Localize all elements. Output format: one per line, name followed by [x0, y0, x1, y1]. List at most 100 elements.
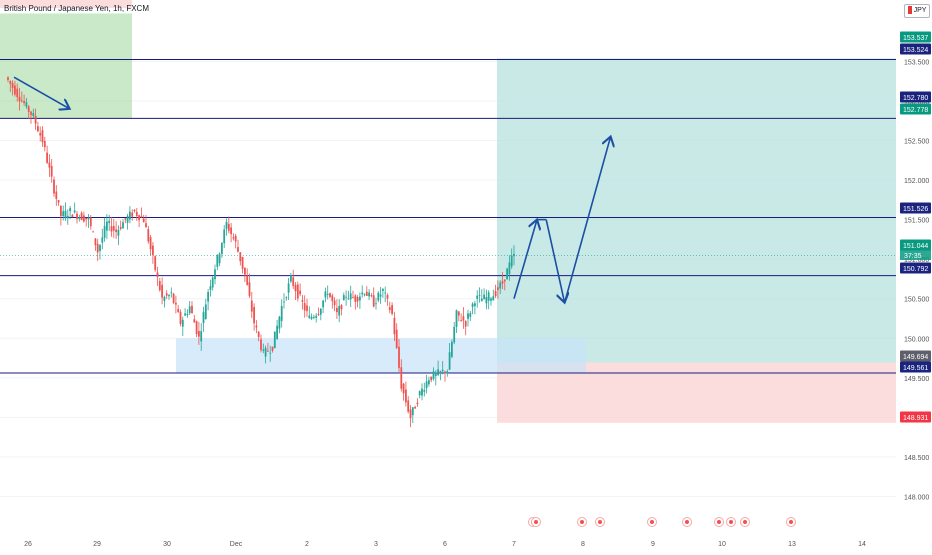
candle-body: [439, 371, 442, 373]
candle-body: [214, 269, 216, 280]
x-tick-label: 2: [305, 541, 309, 548]
candle-body: [356, 297, 359, 302]
candle-body: [108, 220, 111, 224]
candle-body: [262, 349, 265, 351]
candle-body: [227, 223, 230, 231]
candle-body: [303, 303, 306, 311]
candle-body: [145, 223, 147, 228]
candle-body: [308, 315, 311, 318]
candle-body: [315, 315, 318, 318]
candle-body: [117, 229, 120, 236]
candle-body: [290, 275, 292, 282]
event-icon: [598, 520, 602, 524]
candle-body: [140, 216, 143, 218]
candle-body: [237, 247, 239, 252]
candle-body: [223, 229, 226, 244]
candle-body: [349, 293, 352, 300]
candle-body: [434, 372, 437, 377]
price-label-value: 152.780: [903, 95, 928, 102]
candle-body: [9, 81, 12, 84]
candle-body: [92, 231, 94, 233]
candle-body: [73, 210, 76, 213]
candle-body: [301, 300, 304, 302]
candle-body: [405, 389, 407, 403]
candle-body: [221, 242, 223, 254]
candle-body: [501, 281, 504, 284]
candle-body: [27, 106, 30, 112]
candle-body: [188, 306, 191, 314]
candle-body: [365, 291, 368, 296]
candle-body: [147, 229, 150, 242]
candle-body: [255, 325, 258, 328]
candle-body: [76, 213, 78, 219]
x-tick-label: 30: [163, 541, 171, 548]
candle-body: [363, 294, 366, 296]
candle-body: [80, 212, 83, 221]
candle-body: [313, 316, 315, 318]
candle-body: [338, 306, 341, 316]
candle-body: [99, 245, 101, 251]
candle-body: [191, 305, 193, 313]
price-label-box: [900, 411, 931, 423]
demand-zone: [176, 338, 586, 373]
candle-body: [257, 331, 260, 338]
candle-body: [276, 325, 278, 339]
price-label-box: [900, 31, 931, 43]
candle-body: [480, 298, 483, 302]
price-label-box: [900, 350, 931, 362]
candle-body: [234, 235, 237, 242]
candle-body: [402, 383, 405, 394]
candle-body: [395, 329, 398, 348]
event-icon: [743, 520, 747, 524]
candle-body: [246, 275, 249, 285]
candle-body: [207, 292, 209, 302]
candle-body: [154, 256, 157, 270]
candle-body: [446, 371, 449, 374]
candle-body: [202, 312, 205, 324]
price-label-box: [900, 43, 931, 55]
candle-body: [69, 208, 71, 212]
price-label-box: [900, 262, 931, 274]
price-label-box: [900, 202, 931, 214]
candle-body: [218, 253, 221, 264]
candle-body: [391, 305, 393, 314]
candle-body: [444, 371, 446, 374]
candle-body: [14, 85, 16, 95]
candle-body: [359, 296, 361, 301]
candle-body: [292, 277, 295, 286]
projection-arrow: [513, 220, 537, 299]
candle-body: [94, 238, 97, 246]
candle-body: [494, 291, 497, 297]
candle-body: [340, 305, 343, 310]
currency-badge[interactable]: JPY: [904, 4, 930, 18]
candle-body: [96, 243, 99, 253]
candle-body: [129, 211, 131, 220]
currency-label: JPY: [913, 7, 927, 14]
candle-body: [175, 302, 177, 305]
candle-body: [324, 291, 327, 298]
y-tick-label: 153.500: [904, 59, 929, 66]
candle-body: [467, 313, 469, 319]
candle-body: [269, 352, 272, 354]
candle-body: [32, 113, 35, 116]
price-label-value: 153.537: [903, 35, 928, 42]
candle-body: [131, 212, 134, 217]
candle-body: [241, 257, 244, 269]
candle-body: [421, 388, 423, 396]
price-label-box: [900, 239, 931, 251]
candle-body: [310, 317, 313, 319]
candle-body: [43, 141, 46, 148]
price-label-value: 152.778: [903, 107, 928, 114]
candle-body: [7, 77, 9, 80]
candle-body: [55, 191, 58, 199]
candle-body: [469, 313, 472, 317]
y-tick-label: 152.000: [904, 178, 929, 185]
candle-body: [425, 381, 428, 389]
candle-body: [103, 226, 106, 238]
candle-body: [361, 292, 364, 295]
candle-body: [423, 390, 426, 392]
candle-body: [414, 406, 416, 409]
candle-body: [126, 216, 129, 223]
